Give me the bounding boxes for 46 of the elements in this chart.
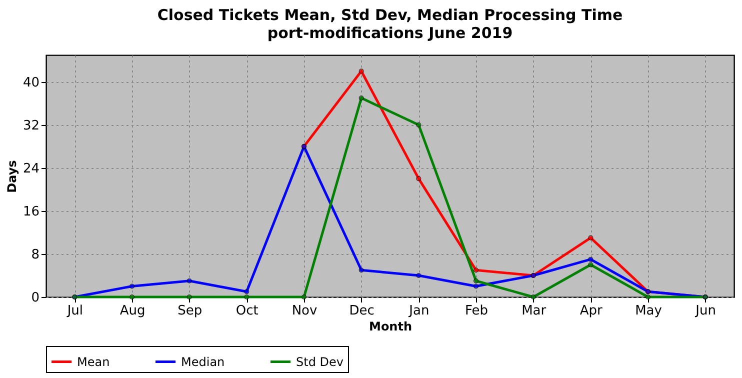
point (358, 68, 364, 74)
x-tick-label: Aug (120, 304, 146, 318)
x-tick-label: Jul (66, 304, 84, 318)
point (186, 278, 192, 284)
point (244, 289, 250, 294)
x-tick-label: Feb (464, 304, 488, 318)
point (416, 122, 422, 128)
x-tick-label: Oct (236, 304, 258, 318)
y-tick-label: 40 (22, 75, 40, 90)
point (588, 235, 594, 240)
legend-label: Std Dev (296, 354, 344, 369)
y-axis-title: Days (4, 160, 19, 193)
point (473, 284, 479, 289)
point (473, 268, 479, 273)
x-axis-title: Month (368, 320, 412, 334)
point (416, 176, 422, 182)
y-tick-label: 16 (22, 204, 40, 220)
point (588, 262, 594, 268)
point (358, 268, 364, 273)
x-tick-label: Jan (408, 304, 430, 318)
chart-subtitle: port-modifications June 2019 (267, 24, 513, 42)
y-tick-label: 24 (22, 161, 40, 176)
y-tick-label: 0 (31, 290, 40, 306)
x-tick-label: Nov (292, 304, 318, 318)
point (186, 294, 192, 300)
x-tick-label: Sep (178, 304, 202, 318)
point (129, 294, 135, 300)
point (473, 278, 479, 284)
y-tick-label: 32 (22, 118, 40, 134)
legend-label: Median (181, 354, 225, 369)
y-tick-label: 8 (31, 247, 40, 262)
point (588, 256, 594, 262)
legend-label: Mean (77, 354, 110, 369)
point (301, 294, 307, 300)
point (645, 294, 651, 300)
x-tick-label: Apr (580, 304, 604, 318)
point (416, 272, 422, 278)
x-tick-label: Dec (349, 304, 374, 318)
point (244, 294, 250, 300)
x-tick-label: Jun (694, 304, 716, 318)
point (358, 95, 364, 101)
x-tick-label: May (635, 304, 662, 318)
point (129, 284, 135, 289)
x-tick-label: Mar (522, 304, 547, 318)
point (530, 294, 536, 300)
chart-title: Closed Tickets Mean, Std Dev, Median Processing Time (157, 6, 623, 24)
